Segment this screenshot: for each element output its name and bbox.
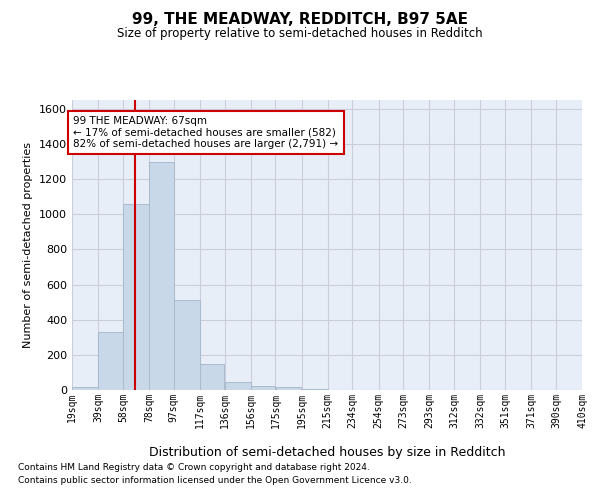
Text: Distribution of semi-detached houses by size in Redditch: Distribution of semi-detached houses by … — [149, 446, 505, 459]
Bar — [200, 364, 224, 390]
Text: 99, THE MEADWAY, REDDITCH, B97 5AE: 99, THE MEADWAY, REDDITCH, B97 5AE — [132, 12, 468, 28]
Bar — [275, 388, 301, 390]
Text: Size of property relative to semi-detached houses in Redditch: Size of property relative to semi-detach… — [117, 28, 483, 40]
Text: 99 THE MEADWAY: 67sqm
← 17% of semi-detached houses are smaller (582)
82% of sem: 99 THE MEADWAY: 67sqm ← 17% of semi-deta… — [73, 116, 338, 149]
Bar — [251, 386, 275, 390]
Text: Contains public sector information licensed under the Open Government Licence v3: Contains public sector information licen… — [18, 476, 412, 485]
Text: Contains HM Land Registry data © Crown copyright and database right 2024.: Contains HM Land Registry data © Crown c… — [18, 464, 370, 472]
Y-axis label: Number of semi-detached properties: Number of semi-detached properties — [23, 142, 34, 348]
Bar — [123, 204, 149, 390]
Bar — [302, 389, 328, 390]
Bar — [149, 162, 173, 390]
Bar — [174, 300, 200, 390]
Bar — [225, 382, 251, 390]
Bar — [98, 332, 123, 390]
Bar — [72, 388, 98, 390]
